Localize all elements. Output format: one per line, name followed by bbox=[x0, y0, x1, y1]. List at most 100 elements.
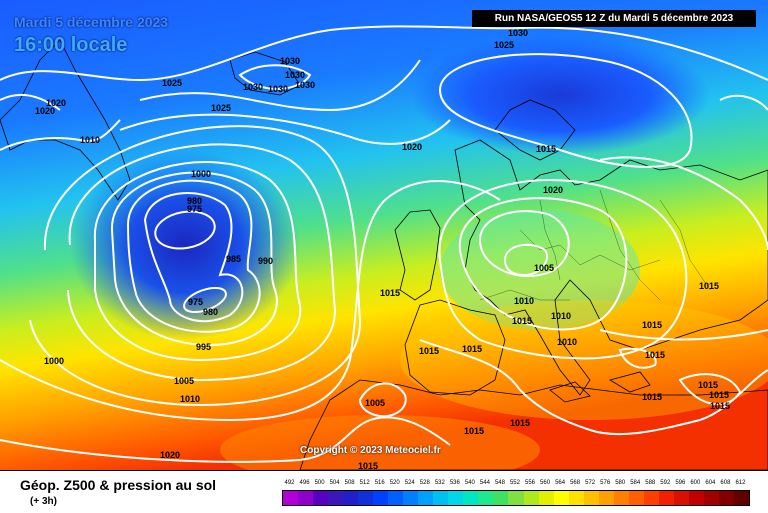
isobar-label: 1005 bbox=[365, 398, 385, 408]
scale-color-swatch bbox=[433, 491, 449, 505]
color-scale-labels: 492 496 500 504 508 512 516 520 524 528 532 536 540 5… bbox=[282, 480, 748, 486]
isobar-label: 1020 bbox=[543, 185, 563, 195]
isobar-label: 1015 bbox=[536, 144, 556, 154]
upper-trough bbox=[410, 35, 710, 155]
forecast-time: 16:00 locale bbox=[14, 34, 128, 56]
isobar-label: 1015 bbox=[642, 320, 662, 330]
color-scale-bar bbox=[282, 490, 750, 506]
scale-value-label: 600 bbox=[690, 480, 701, 486]
map-canvas: 1030 1030 1030 1030 1030 1030 1025 1025 … bbox=[0, 0, 768, 470]
isobar-label: 1015 bbox=[358, 461, 378, 470]
africa-warm-air bbox=[220, 415, 540, 470]
weather-map: 1030 1030 1030 1030 1030 1030 1025 1025 … bbox=[0, 0, 768, 470]
scale-value-label: 584 bbox=[630, 480, 641, 486]
isobar-label: 990 bbox=[258, 256, 273, 266]
copyright-notice: Copyright © 2023 Meteociel.fr bbox=[300, 445, 441, 456]
isobar-label: 1005 bbox=[174, 376, 194, 386]
scale-color-swatch bbox=[343, 491, 359, 505]
isobar-label: 1030 bbox=[285, 70, 305, 80]
legend-subtitle: (+ 3h) bbox=[30, 496, 57, 507]
isobar-label: 1015 bbox=[464, 426, 484, 436]
scale-color-swatch bbox=[568, 491, 584, 505]
isobar-label: 1015 bbox=[512, 316, 532, 326]
scale-value-label: 528 bbox=[419, 480, 430, 486]
scale-color-swatch bbox=[538, 491, 554, 505]
scale-color-swatch bbox=[358, 491, 374, 505]
scale-color-swatch bbox=[703, 491, 719, 505]
isobar-label: 1030 bbox=[280, 56, 300, 66]
scale-value-label: 552 bbox=[509, 480, 520, 486]
isobar-label: 1025 bbox=[162, 78, 182, 88]
isobar-label: 1010 bbox=[551, 311, 571, 321]
scale-color-swatch bbox=[718, 491, 734, 505]
isobar-label: 1030 bbox=[508, 28, 528, 38]
scale-value-label: 508 bbox=[344, 480, 355, 486]
scale-value-label: 572 bbox=[585, 480, 596, 486]
scale-value-label: 512 bbox=[359, 480, 370, 486]
isobar-label: 1000 bbox=[191, 169, 211, 179]
legend-footer: Géop. Z500 & pression au sol (+ 3h) 492 4… bbox=[0, 470, 768, 513]
isobar-label: 1015 bbox=[380, 288, 400, 298]
isobar-label: 1030 bbox=[268, 84, 288, 94]
scale-value-label: 588 bbox=[645, 480, 656, 486]
isobar-label: 980 bbox=[203, 307, 218, 317]
scale-color-swatch bbox=[373, 491, 389, 505]
scale-value-label: 612 bbox=[735, 480, 746, 486]
scale-color-swatch bbox=[493, 491, 509, 505]
scale-color-swatch bbox=[418, 491, 434, 505]
isobar-label: 1005 bbox=[534, 263, 554, 273]
isobar-label: 995 bbox=[196, 342, 211, 352]
isobar-label: 1025 bbox=[494, 40, 514, 50]
model-run-label: Run NASA/GEOS5 12 Z du Mardi 5 décembre … bbox=[472, 10, 756, 27]
isobar-label: 1010 bbox=[557, 337, 577, 347]
scale-color-swatch bbox=[508, 491, 524, 505]
isobar-label: 1015 bbox=[642, 392, 662, 402]
scale-color-swatch bbox=[598, 491, 614, 505]
isobar-label: 1015 bbox=[710, 401, 730, 411]
scale-value-label: 516 bbox=[374, 480, 385, 486]
scale-value-label: 564 bbox=[555, 480, 566, 486]
mediterranean-ridge bbox=[400, 300, 768, 420]
isobar-label: 1015 bbox=[645, 350, 665, 360]
scale-color-swatch bbox=[463, 491, 479, 505]
scale-value-label: 496 bbox=[299, 480, 310, 486]
scale-color-swatch bbox=[658, 491, 674, 505]
isobar-label: 975 bbox=[188, 297, 203, 307]
scale-value-label: 492 bbox=[284, 480, 295, 486]
scale-color-swatch bbox=[673, 491, 689, 505]
scale-color-swatch bbox=[553, 491, 569, 505]
scale-value-label: 532 bbox=[434, 480, 445, 486]
scale-value-label: 500 bbox=[314, 480, 325, 486]
forecast-date: Mardi 5 décembre 2023 bbox=[14, 14, 169, 30]
isobar-label: 1025 bbox=[211, 103, 231, 113]
scale-color-swatch bbox=[628, 491, 644, 505]
scale-value-label: 548 bbox=[494, 480, 505, 486]
isobar-label: 1030 bbox=[243, 82, 263, 92]
scale-value-label: 604 bbox=[705, 480, 716, 486]
scale-color-swatch bbox=[313, 491, 329, 505]
scale-value-label: 592 bbox=[660, 480, 671, 486]
isobar-label: 1015 bbox=[699, 281, 719, 291]
isobar-label: 1015 bbox=[510, 418, 530, 428]
scale-color-swatch bbox=[613, 491, 629, 505]
isobar-label: 1020 bbox=[402, 142, 422, 152]
isobar-label: 1000 bbox=[44, 356, 64, 366]
isobar-labels: 1030 1030 1030 1030 1030 1030 1025 1025 … bbox=[35, 28, 730, 470]
isobar-label: 1015 bbox=[419, 346, 439, 356]
scale-color-swatch bbox=[328, 491, 344, 505]
scale-color-swatch bbox=[478, 491, 494, 505]
scale-color-swatch bbox=[733, 491, 749, 505]
scale-color-swatch bbox=[388, 491, 404, 505]
scale-color-swatch bbox=[643, 491, 659, 505]
scale-value-label: 520 bbox=[389, 480, 400, 486]
isobar-label: 1015 bbox=[698, 380, 718, 390]
scale-color-swatch bbox=[403, 491, 419, 505]
scale-value-label: 568 bbox=[570, 480, 581, 486]
isobar-label: 1010 bbox=[180, 394, 200, 404]
scale-color-swatch bbox=[298, 491, 314, 505]
scale-value-label: 580 bbox=[615, 480, 626, 486]
isobar-label: 980 bbox=[187, 196, 202, 206]
scale-value-label: 608 bbox=[720, 480, 731, 486]
isobar-label: 1020 bbox=[160, 450, 180, 460]
scale-value-label: 544 bbox=[479, 480, 490, 486]
